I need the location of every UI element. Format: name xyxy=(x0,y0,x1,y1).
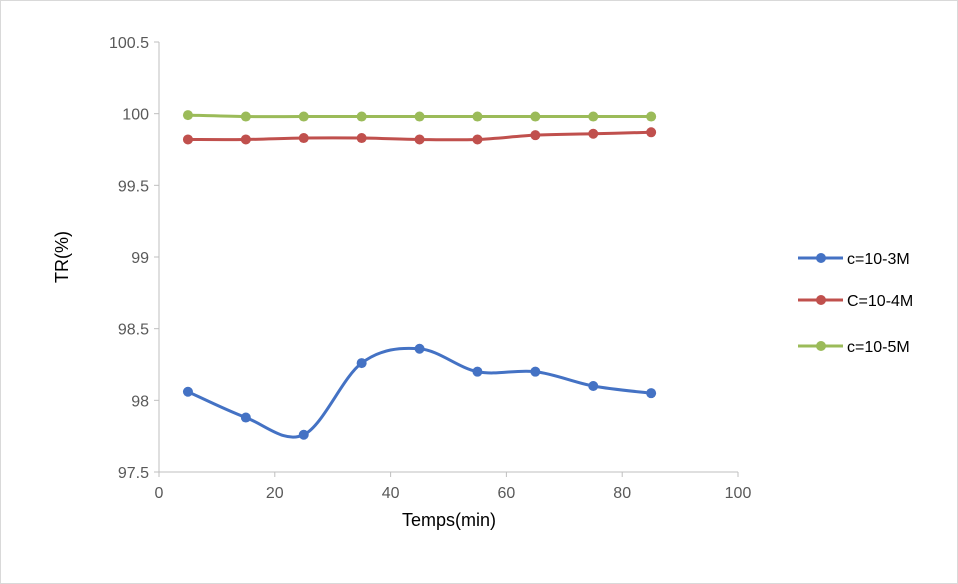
data-point xyxy=(530,130,541,141)
data-point xyxy=(298,133,309,144)
y-tick-label: 98.5 xyxy=(118,322,149,339)
x-tick-label: 60 xyxy=(498,485,516,502)
legend-label: c=10-3M xyxy=(847,251,910,268)
data-point xyxy=(588,128,599,139)
data-point xyxy=(530,111,541,122)
data-point xyxy=(530,366,541,377)
y-tick-label: 99 xyxy=(131,250,149,267)
data-point xyxy=(182,110,193,121)
x-tick-label: 20 xyxy=(266,485,284,502)
series-2 xyxy=(182,127,657,145)
data-point xyxy=(588,381,599,391)
x-tick-label: 40 xyxy=(382,485,400,502)
x-tick-label: 100 xyxy=(725,485,752,502)
tick-labels: 97.5 98 98.5 99 99.5 100 100.5 0 20 40 60 80 100 xyxy=(109,35,751,502)
legend-marker xyxy=(816,295,826,305)
data-point xyxy=(298,111,309,122)
y-tick-label: 100.5 xyxy=(109,35,149,52)
x-tick-label: 80 xyxy=(613,485,631,502)
data-point xyxy=(646,111,657,122)
data-point xyxy=(356,133,367,144)
legend-marker xyxy=(816,253,826,263)
y-tick-label: 98 xyxy=(131,393,149,410)
series-line xyxy=(186,346,653,439)
axes xyxy=(158,42,738,473)
series-3 xyxy=(182,110,657,122)
y-tick-label: 99.5 xyxy=(118,178,149,195)
data-point xyxy=(472,134,483,145)
data-point xyxy=(414,111,425,122)
legend-label: C=10-4M xyxy=(847,293,913,310)
data-point xyxy=(356,111,367,122)
data-series xyxy=(182,110,657,440)
legend-marker xyxy=(816,341,826,351)
data-point xyxy=(182,386,193,397)
data-point xyxy=(298,429,309,440)
x-tick-label: 0 xyxy=(155,485,164,502)
legend: c=10-3M C=10-4M c=10-5M xyxy=(798,251,913,356)
y-tick-label: 100 xyxy=(122,107,149,124)
data-point xyxy=(182,134,193,145)
data-point xyxy=(472,366,483,377)
data-point xyxy=(356,358,367,369)
y-tick-label: 97.5 xyxy=(118,465,149,482)
data-point xyxy=(240,111,251,122)
x-axis-title: Temps(min) xyxy=(402,510,496,530)
data-point xyxy=(646,388,657,399)
data-point xyxy=(240,412,251,423)
data-point xyxy=(414,134,425,145)
data-point xyxy=(646,127,657,138)
data-point xyxy=(588,111,599,122)
data-point xyxy=(240,134,251,145)
legend-label: c=10-5M xyxy=(847,339,910,356)
data-point xyxy=(472,111,483,122)
data-point xyxy=(414,343,425,354)
series-1 xyxy=(182,343,657,440)
y-axis-title: TR(%) xyxy=(52,231,72,283)
